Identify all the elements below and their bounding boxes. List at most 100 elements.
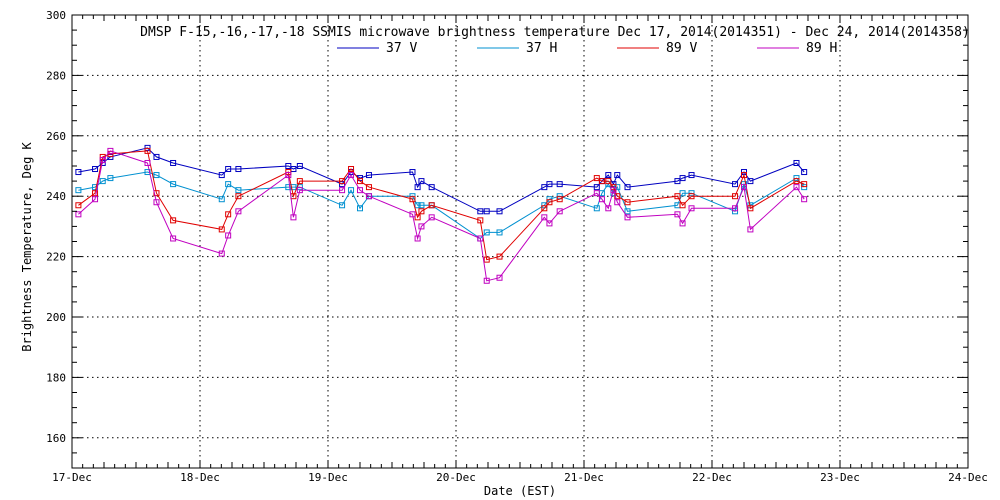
x-tick-label: 21-Dec	[564, 471, 604, 484]
data-point	[296, 163, 303, 169]
data-point	[593, 205, 600, 212]
data-point	[218, 226, 225, 233]
data-point	[741, 172, 747, 179]
y-tick-label: 260	[46, 130, 66, 143]
data-point	[75, 169, 82, 176]
x-tick-label: 23-Dec	[820, 471, 860, 484]
data-point	[92, 196, 99, 203]
data-point	[614, 199, 621, 206]
data-point	[483, 277, 490, 284]
data-point	[556, 181, 563, 188]
data-point	[339, 202, 346, 209]
data-point	[225, 232, 232, 239]
data-point	[428, 202, 435, 209]
data-point	[483, 256, 490, 263]
data-point	[541, 214, 548, 221]
data-point	[793, 184, 800, 191]
series-line	[78, 150, 805, 282]
data-point	[414, 184, 421, 191]
data-point	[290, 214, 297, 221]
series-89-h	[75, 147, 808, 284]
data-point	[92, 166, 99, 173]
data-point	[679, 190, 686, 197]
data-point	[339, 187, 346, 194]
data-point	[75, 211, 82, 218]
data-point	[801, 184, 808, 191]
data-point	[285, 163, 292, 169]
data-point	[593, 184, 600, 191]
data-point	[801, 169, 808, 176]
legend-item: 89 V	[617, 41, 697, 56]
legend-label: 89 H	[806, 41, 837, 56]
data-point	[614, 193, 621, 200]
data-point	[546, 181, 553, 188]
data-point	[339, 181, 346, 188]
data-point	[75, 202, 82, 209]
data-point	[365, 193, 372, 200]
data-point	[92, 190, 99, 197]
data-point	[418, 208, 425, 215]
data-point	[414, 214, 421, 221]
data-point	[365, 184, 372, 191]
data-point	[348, 172, 355, 179]
data-point	[153, 172, 160, 179]
data-point	[296, 187, 303, 194]
grid	[72, 15, 968, 468]
data-point	[339, 178, 346, 185]
data-point	[414, 202, 421, 209]
x-tick-label: 17-Dec	[52, 471, 92, 484]
data-point	[793, 159, 800, 166]
data-point	[357, 205, 363, 212]
data-point	[610, 187, 617, 194]
data-point	[801, 181, 808, 188]
data-point	[688, 172, 695, 179]
data-point	[357, 178, 363, 185]
legend: 37 V 37 H 89 V 89 H	[337, 41, 837, 56]
data-point	[225, 181, 232, 188]
data-point	[99, 156, 106, 163]
data-point	[107, 175, 114, 182]
data-point	[605, 172, 612, 179]
data-point	[496, 229, 503, 236]
data-point	[170, 235, 177, 242]
data-point	[679, 175, 686, 182]
data-point	[170, 217, 177, 224]
legend-item: 37 V	[337, 41, 417, 56]
y-axis-label: Brightness Temperature, Deg K	[20, 141, 34, 351]
data-point	[409, 211, 416, 218]
data-point	[170, 181, 177, 188]
data-point	[218, 172, 225, 179]
data-point	[348, 166, 355, 173]
data-point	[357, 187, 363, 194]
data-point	[593, 190, 600, 197]
data-point	[153, 153, 160, 160]
y-tick-label: 300	[46, 9, 66, 22]
data-point	[235, 166, 242, 173]
data-point	[624, 184, 631, 191]
data-point	[483, 229, 490, 236]
data-point	[679, 220, 686, 227]
data-point	[624, 208, 631, 215]
data-point	[218, 250, 225, 257]
data-point	[593, 175, 600, 182]
data-point	[679, 202, 686, 209]
data-point	[688, 193, 695, 200]
y-tick-label: 220	[46, 251, 66, 264]
data-point	[418, 178, 425, 185]
data-point	[225, 211, 232, 218]
x-tick-label: 20-Dec	[436, 471, 476, 484]
legend-item: 89 H	[757, 41, 837, 56]
series-layer	[75, 144, 808, 284]
data-point	[235, 187, 242, 194]
data-point	[732, 181, 739, 188]
data-point	[428, 184, 435, 191]
y-tick-label: 200	[46, 311, 66, 324]
data-point	[409, 196, 416, 203]
data-point	[541, 205, 548, 212]
data-point	[477, 208, 484, 215]
data-point	[747, 226, 754, 233]
data-point	[546, 199, 553, 206]
data-point	[99, 178, 106, 185]
